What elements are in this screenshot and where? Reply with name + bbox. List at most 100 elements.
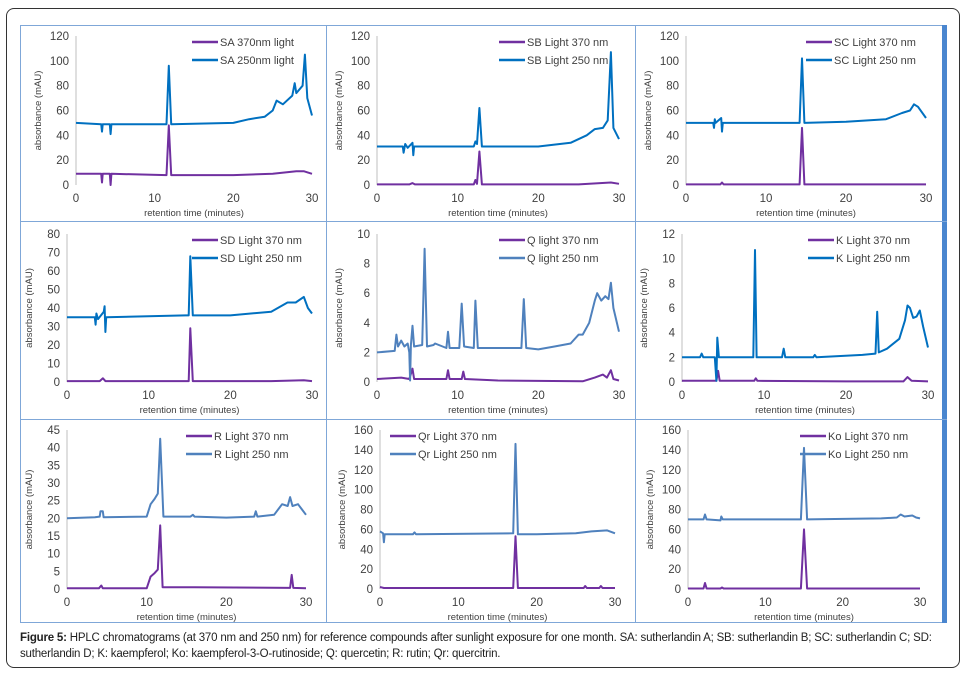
series-line-370nm: [379, 535, 615, 589]
chart-svg-sa: 0 20 40 60 80 100 120 0 10 20 30 retention time (mi…: [33, 31, 319, 219]
y-tick-label: 20: [668, 564, 681, 576]
series-line-250nm: [376, 247, 620, 382]
caption-text: HPLC chromatograms (at 370 nm and 250 nm…: [20, 632, 932, 660]
y-tick-label: 30: [47, 322, 60, 334]
legend-label: Ko Light 370 nm: [828, 431, 908, 443]
y-axis-label: absorbance (mAU): [643, 71, 654, 151]
x-tick-label: 20: [836, 597, 849, 609]
y-axis-label: absorbance (mAU): [337, 470, 348, 550]
y-tick-label: 30: [47, 478, 60, 490]
x-tick-label: 30: [914, 597, 927, 609]
x-axis-label: retention time (minutes): [448, 208, 548, 219]
x-axis-label: retention time (minutes): [756, 208, 856, 219]
x-tick-label: 20: [220, 597, 233, 609]
y-tick-label: 35: [47, 460, 60, 472]
x-tick-label: 30: [300, 597, 313, 609]
y-tick-label: 60: [56, 106, 69, 118]
y-tick-label: 45: [47, 425, 60, 437]
y-tick-label: 80: [357, 81, 370, 93]
y-tick-label: 80: [360, 505, 373, 517]
y-tick-label: 40: [47, 443, 60, 455]
x-tick-label: 10: [760, 193, 773, 205]
legend-label: SB Light 250 nm: [527, 55, 608, 67]
x-tick-label: 10: [759, 597, 772, 609]
x-tick-label: 10: [451, 193, 464, 205]
y-tick-label: 10: [357, 229, 370, 241]
y-tick-label: 100: [660, 56, 679, 68]
legend-label: R Light 250 nm: [214, 449, 289, 461]
x-tick-label: 30: [306, 193, 319, 205]
y-axis-label: absorbance (mAU): [33, 71, 44, 151]
legend-label: Qr Light 250 nm: [418, 449, 497, 461]
y-tick-label: 4: [669, 328, 676, 340]
chart-svg-q: 0 2 4 6 8 10 0 10 20 30 retention time (minutes) ab…: [334, 229, 626, 416]
frame-right-accent: [942, 25, 947, 623]
y-tick-label: 80: [668, 505, 681, 517]
legend-label: SC Light 250 nm: [834, 55, 916, 67]
y-tick-label: 160: [662, 425, 681, 437]
x-tick-label: 0: [685, 597, 691, 609]
y-tick-label: 100: [662, 485, 681, 497]
x-axis-label: retention time (minutes): [144, 208, 244, 219]
y-tick-label: 0: [364, 180, 370, 192]
x-tick-label: 10: [148, 193, 161, 205]
series-line-250nm: [688, 446, 921, 522]
y-tick-label: 60: [360, 524, 373, 536]
y-tick-label: 40: [47, 303, 60, 315]
grid-divider-h1: [20, 221, 947, 222]
y-tick-label: 0: [367, 584, 373, 596]
legend-label: K Light 250 nm: [836, 253, 910, 265]
chart-panel-sc: 0 20 40 60 80 100 120 0 10 20 30 retention time (mi…: [636, 26, 942, 221]
y-tick-label: 160: [354, 425, 373, 437]
chart-svg-r: 0 5 10 15 20 25 30 35 40 45 0 10 20 30 retention time …: [24, 425, 313, 622]
y-tick-label: 40: [357, 130, 370, 142]
legend-label: SD Light 370 nm: [220, 235, 302, 247]
legend-label: SB Light 370 nm: [527, 37, 608, 49]
x-tick-label: 20: [224, 390, 237, 402]
y-tick-label: 8: [364, 259, 370, 271]
y-tick-label: 8: [669, 278, 675, 290]
grid-divider-h2: [20, 419, 947, 420]
legend-label: K Light 370 nm: [836, 235, 910, 247]
y-tick-label: 0: [63, 180, 69, 192]
y-tick-label: 0: [364, 377, 370, 389]
x-axis-label: retention time (minutes): [137, 612, 237, 622]
y-tick-label: 5: [54, 566, 60, 578]
legend-label: R Light 370 nm: [214, 431, 289, 443]
series-line-370nm: [686, 126, 926, 186]
y-tick-label: 40: [666, 130, 679, 142]
y-tick-label: 100: [354, 485, 373, 497]
y-tick-label: 140: [354, 445, 373, 457]
legend-label: SC Light 370 nm: [834, 37, 916, 49]
y-tick-label: 12: [662, 229, 675, 241]
legend-label: SD Light 250 nm: [220, 253, 302, 265]
y-tick-label: 120: [354, 465, 373, 477]
x-tick-label: 30: [613, 390, 626, 402]
x-tick-label: 10: [452, 597, 465, 609]
x-axis-label: retention time (minutes): [754, 612, 854, 622]
x-tick-label: 10: [142, 390, 155, 402]
series-line-250nm: [379, 442, 616, 544]
legend-label: Q light 250 nm: [527, 253, 599, 265]
y-tick-label: 40: [56, 130, 69, 142]
chart-panel-r: 0 5 10 15 20 25 30 35 40 45 0 10 20 30 retention time …: [21, 420, 326, 622]
x-tick-label: 0: [377, 597, 383, 609]
x-tick-label: 0: [374, 390, 380, 402]
series-line-370nm: [377, 150, 620, 186]
series-line-370nm: [67, 524, 307, 590]
x-tick-label: 10: [758, 390, 771, 402]
series-line-250nm: [686, 57, 927, 133]
chart-panel-qr: 0 20 40 60 80 100 120 140 160 0 10 20 30 retention ti…: [327, 420, 635, 622]
y-tick-label: 0: [54, 377, 60, 389]
chart-panel-sb: 0 20 40 60 80 100 120 0 10 20 30 retention time (mi…: [327, 26, 635, 221]
y-axis-label: absorbance (mAU): [334, 268, 345, 348]
y-tick-label: 40: [668, 544, 681, 556]
y-tick-label: 20: [47, 340, 60, 352]
y-tick-label: 10: [662, 254, 675, 266]
y-tick-label: 80: [56, 81, 69, 93]
chart-svg-sb: 0 20 40 60 80 100 120 0 10 20 30 retention time (mi…: [334, 31, 625, 219]
y-tick-label: 80: [666, 81, 679, 93]
series-line-250nm: [75, 53, 313, 136]
x-tick-label: 30: [922, 390, 935, 402]
x-tick-label: 0: [64, 390, 70, 402]
